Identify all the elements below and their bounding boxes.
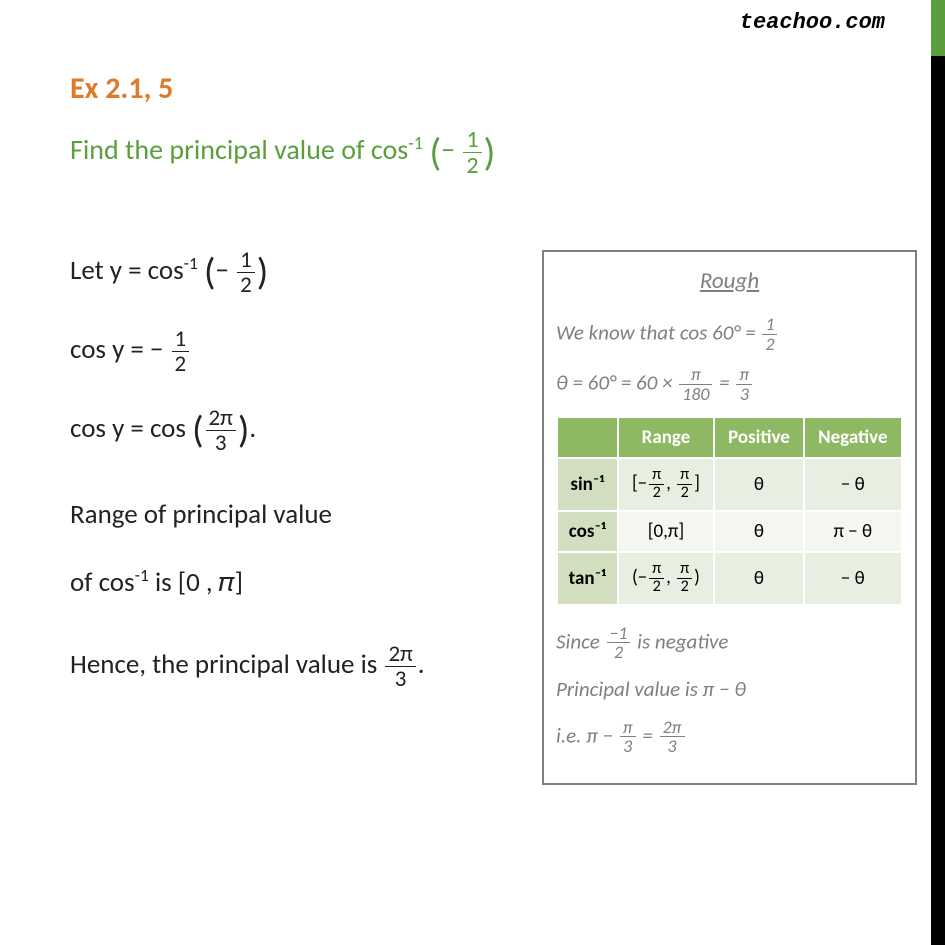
frac-den: 2 xyxy=(649,485,664,502)
frac-num: 2π xyxy=(385,642,415,667)
open-paren: ( xyxy=(429,128,441,176)
cell-positive: θ xyxy=(714,458,803,511)
range-table: Range Positive Negative sin⁻¹ [−π2, π2] … xyxy=(556,416,903,606)
table-header-range: Range xyxy=(618,417,715,458)
rough-line5-a: i.e. π − xyxy=(556,722,618,748)
question-text: Find the principal value of cos-1 (− 1 2… xyxy=(70,127,905,178)
frac-num: 1 xyxy=(762,315,777,335)
frac-den: 2 xyxy=(237,273,255,297)
cell-func: sin⁻¹ xyxy=(557,458,618,511)
frac-den: 2 xyxy=(677,579,692,596)
range-sep: , xyxy=(666,566,675,589)
sol4-sup: -1 xyxy=(135,564,149,586)
close-paren: ) xyxy=(257,250,268,296)
rough-line2-eq: = xyxy=(714,370,734,396)
frac-den: 3 xyxy=(206,431,236,455)
rough-line1-prefix: We know that cos 60° = xyxy=(556,319,760,345)
rough-frac-2b: π 3 xyxy=(736,365,752,403)
rough-line-3: Since −1 2 is negative xyxy=(556,624,903,662)
cell-range: [−π2, π2] xyxy=(618,458,715,511)
close-paren: ) xyxy=(484,128,496,176)
table-header-positive: Positive xyxy=(714,417,803,458)
range-close: ) xyxy=(694,566,700,589)
rough-box: Rough We know that cos 60° = 1 2 θ = 60°… xyxy=(542,250,917,785)
frac-num: 2π xyxy=(206,406,236,431)
table-header-empty xyxy=(557,417,618,458)
frac-num: 1 xyxy=(172,327,190,352)
rough-line2-a: θ = 60° = 60 × xyxy=(556,370,677,396)
open-paren: ( xyxy=(204,250,215,296)
rough-frac-2a: π 180 xyxy=(679,365,712,403)
rough-line3-b: is negative xyxy=(632,628,728,654)
sol4-prefix: of cos xyxy=(70,566,135,599)
frac-num: 1 xyxy=(237,248,255,273)
frac-den: 2 xyxy=(463,153,481,178)
sol5-frac: 2π 3 xyxy=(385,642,415,691)
cell-func: tan⁻¹ xyxy=(557,552,618,605)
cell-negative: π − θ xyxy=(804,511,902,552)
sol1-sup: -1 xyxy=(184,252,198,274)
table-header-row: Range Positive Negative xyxy=(557,417,902,458)
rough-line-2: θ = 60° = 60 × π 180 = π 3 xyxy=(556,365,903,403)
rough-frac-1: 1 2 xyxy=(762,315,777,353)
rough-frac-5b: 2π 3 xyxy=(660,718,685,756)
sol1-prefix: Let y = cos xyxy=(70,254,184,287)
sol5-prefix: Hence, the principal value is xyxy=(70,648,383,681)
table-row: cos⁻¹ [0,π] θ π − θ xyxy=(557,511,902,552)
question-sup: -1 xyxy=(408,132,423,154)
rough-frac-3: −1 2 xyxy=(607,624,631,662)
sol3-prefix: cos y = cos xyxy=(70,412,192,445)
range-open: [− xyxy=(632,472,647,495)
range-frac: π2 xyxy=(677,561,692,596)
rough-line5-eq: = xyxy=(638,722,658,748)
rough-line-1: We know that cos 60° = 1 2 xyxy=(556,315,903,353)
sol3-frac: 2π 3 xyxy=(206,406,236,455)
rough-line-4: Principal value is π − θ xyxy=(556,674,903,706)
frac-den: 3 xyxy=(385,667,415,691)
frac-num: 1 xyxy=(463,127,481,153)
sol4-suffix: is [0 , 𝜋] xyxy=(149,566,243,599)
frac-den: 2 xyxy=(762,335,777,354)
table-row: tan⁻¹ (−π2, π2) θ − θ xyxy=(557,552,902,605)
range-frac: π2 xyxy=(649,561,664,596)
range-sep: , xyxy=(666,472,675,495)
range-open: (− xyxy=(632,566,647,589)
range-close: ] xyxy=(694,472,700,495)
sol2-frac: 1 2 xyxy=(172,327,190,376)
cell-negative: − θ xyxy=(804,458,902,511)
rough-frac-5a: π 3 xyxy=(620,718,636,756)
cell-range: (−π2, π2) xyxy=(618,552,715,605)
sol2-prefix: cos y = − xyxy=(70,333,163,366)
table-row: sin⁻¹ [−π2, π2] θ − θ xyxy=(557,458,902,511)
frac-den: 2 xyxy=(607,643,631,662)
right-bar-top xyxy=(931,0,945,56)
range-frac: π2 xyxy=(677,467,692,502)
frac-den: 3 xyxy=(736,385,752,404)
open-paren: ( xyxy=(192,408,203,454)
rough-line-5: i.e. π − π 3 = 2π 3 xyxy=(556,718,903,756)
exercise-title: Ex 2.1, 5 xyxy=(70,70,905,107)
cell-positive: θ xyxy=(714,511,803,552)
question-frac: 1 2 xyxy=(463,127,481,178)
rough-line3-a: Since xyxy=(556,628,605,654)
frac-den: 2 xyxy=(677,485,692,502)
range-frac: π2 xyxy=(649,467,664,502)
cell-func: cos⁻¹ xyxy=(557,511,618,552)
cell-positive: θ xyxy=(714,552,803,605)
watermark: teachoo.com xyxy=(740,10,885,35)
frac-den: 180 xyxy=(679,385,712,404)
table-header-negative: Negative xyxy=(804,417,902,458)
frac-den: 2 xyxy=(172,352,190,376)
frac-den: 3 xyxy=(660,737,685,756)
cell-range: [0,π] xyxy=(618,511,715,552)
frac-den: 2 xyxy=(649,579,664,596)
rough-title: Rough xyxy=(556,267,903,295)
frac-den: 3 xyxy=(620,737,636,756)
question-prefix: Find the principal value of cos xyxy=(70,132,408,167)
sol1-frac: 1 2 xyxy=(237,248,255,297)
close-paren: ) xyxy=(238,408,249,454)
right-bar-bottom xyxy=(931,56,945,945)
cell-negative: − θ xyxy=(804,552,902,605)
